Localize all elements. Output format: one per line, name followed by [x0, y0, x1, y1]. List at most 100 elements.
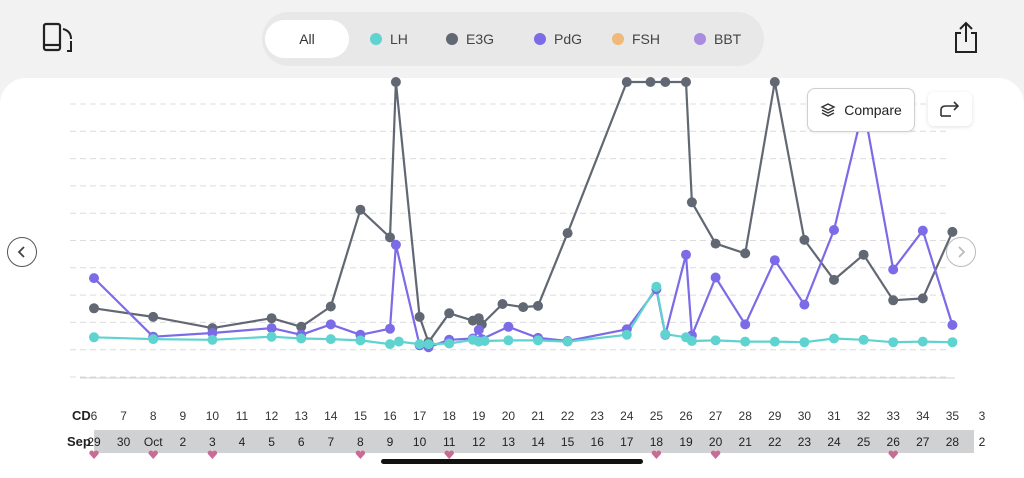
data-point-e3g[interactable]	[385, 232, 395, 243]
filter-all[interactable]: All	[265, 20, 349, 58]
data-point-lh[interactable]	[355, 335, 366, 346]
filter-fsh[interactable]: FSH	[612, 20, 660, 58]
chevron-right-icon	[958, 246, 966, 258]
data-point-e3g[interactable]	[518, 302, 529, 313]
data-point-lh[interactable]	[917, 336, 928, 347]
data-point-lh[interactable]	[621, 329, 632, 340]
data-point-e3g[interactable]	[497, 299, 508, 309]
phone-rotate-icon[interactable]	[40, 20, 76, 56]
compare-button[interactable]: Compare	[807, 88, 915, 132]
data-point-e3g[interactable]	[645, 77, 656, 87]
filter-pdg[interactable]: PdG	[534, 20, 582, 58]
data-point-pdg[interactable]	[390, 239, 401, 250]
data-point-e3g[interactable]	[562, 228, 573, 239]
data-point-lh[interactable]	[296, 333, 307, 344]
data-point-lh[interactable]	[740, 336, 751, 347]
data-point-e3g[interactable]	[829, 274, 839, 285]
date-tick-label: 10	[413, 435, 427, 449]
data-point-lh[interactable]	[562, 336, 573, 347]
data-point-e3g[interactable]	[769, 77, 780, 87]
data-point-e3g[interactable]	[621, 77, 632, 87]
data-point-lh[interactable]	[710, 335, 721, 346]
data-point-pdg[interactable]	[710, 272, 721, 283]
redirect-button[interactable]	[928, 92, 972, 126]
data-point-pdg[interactable]	[503, 321, 514, 332]
data-point-lh[interactable]	[829, 333, 839, 344]
data-point-e3g[interactable]	[533, 300, 543, 311]
data-point-pdg[interactable]	[266, 323, 277, 334]
data-point-pdg[interactable]	[740, 319, 751, 330]
date-tick-label: 16	[591, 435, 605, 449]
cd-tick-label: 21	[531, 409, 545, 423]
data-point-lh[interactable]	[423, 339, 434, 350]
data-point-e3g[interactable]	[325, 301, 336, 312]
data-point-lh[interactable]	[393, 336, 404, 347]
data-point-e3g[interactable]	[148, 311, 159, 322]
data-point-pdg[interactable]	[917, 225, 928, 236]
date-tick-label: 27	[916, 435, 930, 449]
filter-lh[interactable]: LH	[370, 20, 408, 58]
data-point-e3g[interactable]	[888, 295, 899, 306]
data-point-lh[interactable]	[533, 335, 543, 346]
cd-tick-label: 25	[650, 409, 664, 423]
data-point-e3g[interactable]	[266, 313, 277, 324]
data-point-lh[interactable]	[148, 334, 159, 345]
cd-tick-label: 13	[295, 409, 309, 423]
data-point-pdg[interactable]	[89, 273, 99, 284]
data-point-lh[interactable]	[858, 334, 869, 345]
data-point-pdg[interactable]	[829, 225, 839, 235]
data-point-e3g[interactable]	[858, 249, 869, 260]
data-point-lh[interactable]	[207, 334, 218, 345]
data-point-e3g[interactable]	[296, 321, 307, 332]
data-point-pdg[interactable]	[325, 319, 336, 330]
data-point-e3g[interactable]	[710, 238, 721, 249]
previous-cycle-button[interactable]	[7, 237, 37, 267]
data-point-lh[interactable]	[325, 334, 336, 345]
next-cycle-button[interactable]	[946, 237, 976, 267]
data-point-e3g[interactable]	[660, 77, 671, 87]
data-point-e3g[interactable]	[444, 308, 455, 319]
data-point-e3g[interactable]	[414, 311, 425, 322]
data-point-pdg[interactable]	[799, 299, 810, 310]
filter-lh-label: LH	[390, 31, 408, 47]
data-point-lh[interactable]	[266, 331, 277, 342]
data-point-lh[interactable]	[385, 339, 395, 350]
data-point-e3g[interactable]	[681, 77, 691, 87]
data-point-lh[interactable]	[89, 332, 99, 343]
data-point-pdg[interactable]	[473, 324, 484, 335]
data-point-lh[interactable]	[651, 281, 662, 292]
data-point-pdg[interactable]	[681, 249, 691, 260]
data-point-e3g[interactable]	[917, 293, 928, 304]
data-point-e3g[interactable]	[89, 303, 99, 314]
date-tick-label: 2	[979, 435, 986, 449]
data-point-e3g[interactable]	[355, 204, 366, 215]
date-tick-label: 26	[887, 435, 901, 449]
data-point-e3g[interactable]	[947, 226, 958, 237]
data-point-e3g[interactable]	[740, 248, 751, 259]
data-point-lh[interactable]	[686, 336, 697, 346]
data-point-pdg[interactable]	[769, 255, 780, 266]
data-point-lh[interactable]	[888, 337, 899, 348]
filter-e3g[interactable]: E3G	[446, 20, 494, 58]
data-point-lh[interactable]	[769, 336, 780, 347]
filter-fsh-label: FSH	[632, 31, 660, 47]
data-point-lh[interactable]	[479, 336, 490, 346]
data-point-lh[interactable]	[414, 339, 425, 350]
data-point-lh[interactable]	[503, 335, 514, 346]
data-point-lh[interactable]	[444, 338, 455, 349]
data-point-pdg[interactable]	[888, 264, 899, 275]
data-point-lh[interactable]	[660, 329, 671, 340]
data-point-lh[interactable]	[799, 337, 810, 348]
data-point-e3g[interactable]	[799, 234, 810, 245]
top-bar: All LH E3G PdG FSH BBT	[0, 0, 1024, 80]
share-icon[interactable]	[948, 20, 984, 56]
data-point-e3g[interactable]	[686, 197, 697, 208]
filter-bbt[interactable]: BBT	[694, 20, 741, 58]
data-point-e3g[interactable]	[390, 77, 401, 87]
cd-tick-label: 15	[354, 409, 368, 423]
data-point-pdg[interactable]	[947, 320, 958, 330]
date-tick-label: 8	[357, 435, 364, 449]
data-point-lh[interactable]	[947, 337, 958, 348]
data-point-pdg[interactable]	[385, 323, 395, 334]
